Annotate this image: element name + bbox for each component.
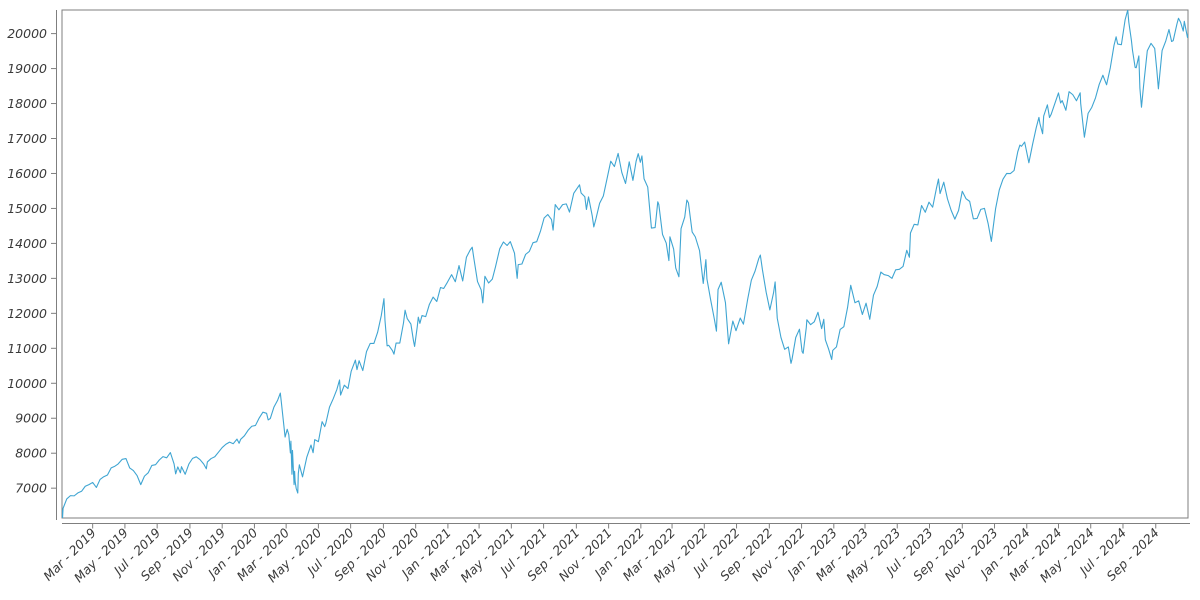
y-tick-label: 10000	[7, 376, 47, 391]
plot-frame-border	[61, 9, 1189, 519]
price-line-series	[62, 10, 1188, 518]
y-tick-label: 14000	[7, 236, 47, 251]
y-tick-label: 17000	[7, 131, 47, 146]
y-tick-label: 19000	[7, 61, 47, 76]
y-tick-label: 9000	[15, 411, 47, 426]
y-tick-label: 12000	[7, 306, 47, 321]
y-tick-label: 13000	[7, 271, 47, 286]
y-axis-ticks: 7000 8000 9000 10000 11000 12000 13000 14000 150…	[7, 26, 57, 496]
plot-area	[62, 10, 1188, 518]
y-tick-label: 16000	[7, 166, 47, 181]
y-tick-label: 11000	[7, 341, 47, 356]
y-tick-label: 20000	[7, 26, 47, 41]
y-tick-label: 15000	[7, 201, 47, 216]
y-tick-label: 7000	[15, 481, 47, 496]
y-tick-label: 8000	[15, 446, 47, 461]
y-tick-label: 18000	[7, 96, 47, 111]
